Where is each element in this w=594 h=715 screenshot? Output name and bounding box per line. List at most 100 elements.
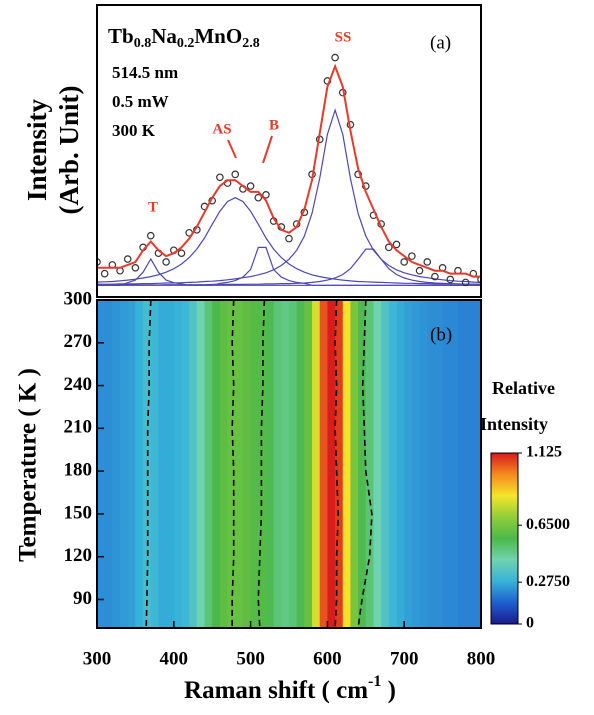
panel-b-frame	[96, 299, 482, 629]
formula: Tb0.8Na0.2MnO2.8	[108, 24, 260, 51]
peak-trace	[257, 300, 266, 628]
data-point	[100, 269, 109, 278]
heat-cell	[411, 300, 421, 628]
heat-cell	[127, 300, 136, 628]
condition: 300 K	[112, 121, 156, 140]
peak-trace	[334, 300, 340, 628]
data-point	[431, 272, 439, 281]
heat-cell	[219, 300, 229, 628]
heat-cell	[158, 300, 167, 628]
y-tick-label: 150	[64, 502, 93, 523]
y-label: Intensity	[22, 98, 52, 201]
heat-cell	[250, 300, 259, 628]
heat-cell	[120, 300, 129, 628]
colorbar-title: Intensity	[480, 414, 548, 434]
y-tick-label: 120	[64, 545, 93, 566]
x-label-text: )	[381, 677, 396, 704]
peak-trace	[357, 300, 373, 628]
peak-label: B	[269, 117, 279, 133]
panel-label: (b)	[430, 324, 452, 345]
heat-cell	[419, 300, 428, 628]
heat-cell	[381, 300, 390, 628]
heat-cell	[457, 300, 467, 628]
data-point	[385, 243, 393, 252]
y-tick-label: 240	[64, 374, 93, 395]
heat-cell	[135, 300, 144, 628]
heat-cell	[335, 300, 344, 628]
heat-cell	[327, 300, 336, 628]
heat-cell	[212, 300, 221, 628]
colorbar	[490, 452, 519, 625]
peak-labels: T AS B SS	[148, 29, 351, 215]
formula-sub: 0.8	[134, 36, 152, 51]
formula-part: Na	[151, 24, 177, 48]
component-line	[97, 108, 481, 285]
y-label: (Arb. Unit)	[54, 86, 84, 215]
panel-a-plot	[97, 53, 481, 287]
heat-cell	[104, 300, 113, 628]
heat-cell	[434, 300, 444, 628]
y-tick-label: 270	[64, 331, 93, 352]
condition: 514.5 nm	[112, 63, 178, 82]
x-tick-label: 500	[236, 648, 265, 669]
arrow	[227, 139, 237, 159]
heat-cell	[204, 300, 213, 628]
component-line	[97, 197, 481, 285]
colorbar-tick-label: 0.6500	[526, 516, 570, 533]
heat-cell	[150, 300, 160, 628]
x-tick-label: 700	[390, 648, 419, 669]
y-tick-label: 300	[64, 288, 93, 309]
heat-cell	[442, 300, 451, 628]
data-point	[177, 249, 186, 258]
heat-cell	[465, 300, 474, 628]
data-point	[254, 193, 263, 202]
data-point	[131, 263, 140, 272]
heat-cell	[350, 300, 359, 628]
heat-cell	[112, 300, 121, 628]
heat-cell	[235, 300, 244, 628]
data-point	[331, 53, 339, 62]
heat-cell	[358, 300, 367, 628]
condition: 0.5 mW	[112, 92, 169, 111]
heat-cell	[304, 300, 313, 628]
heat-cell	[289, 300, 298, 628]
x-label-text: Raman shift ( cm	[184, 677, 368, 704]
heat-cell	[189, 300, 198, 628]
data-point	[415, 266, 424, 275]
heat-cell	[365, 300, 375, 628]
colorbar-tick-label: 1.125	[526, 444, 562, 461]
x-tick-label: 800	[467, 648, 496, 669]
heat-cell	[181, 300, 190, 628]
heat-cell	[265, 300, 275, 628]
heat-cell	[196, 300, 206, 628]
data-point	[231, 170, 240, 179]
heat-cell	[273, 300, 282, 628]
peak-trace	[231, 300, 235, 628]
peak-label: SS	[335, 29, 352, 45]
data-point	[400, 258, 409, 266]
heat-cell	[227, 300, 236, 628]
heat-cell	[427, 300, 436, 628]
y-label: Temperature ( K )	[15, 368, 42, 562]
heat-cell	[312, 300, 321, 628]
heat-cell	[373, 300, 382, 628]
x-label-sup: -1	[368, 673, 381, 690]
data-point	[408, 252, 416, 260]
heat-cell	[396, 300, 405, 628]
heat-cell	[281, 300, 290, 628]
heat-cell	[342, 300, 352, 628]
panel-b-plot	[97, 300, 481, 628]
y-tick-label: 90	[73, 588, 92, 609]
heat-cell	[296, 300, 305, 628]
heat-cell	[404, 300, 413, 628]
heat-cell	[166, 300, 175, 628]
heat-cell	[319, 300, 328, 628]
arrow	[262, 135, 273, 164]
data-point	[246, 182, 255, 190]
heat-cell	[242, 300, 252, 628]
data-point	[446, 275, 455, 284]
peak-label: T	[148, 199, 158, 215]
formula-part: MnO	[194, 24, 242, 48]
formula-part: Tb	[108, 24, 134, 48]
